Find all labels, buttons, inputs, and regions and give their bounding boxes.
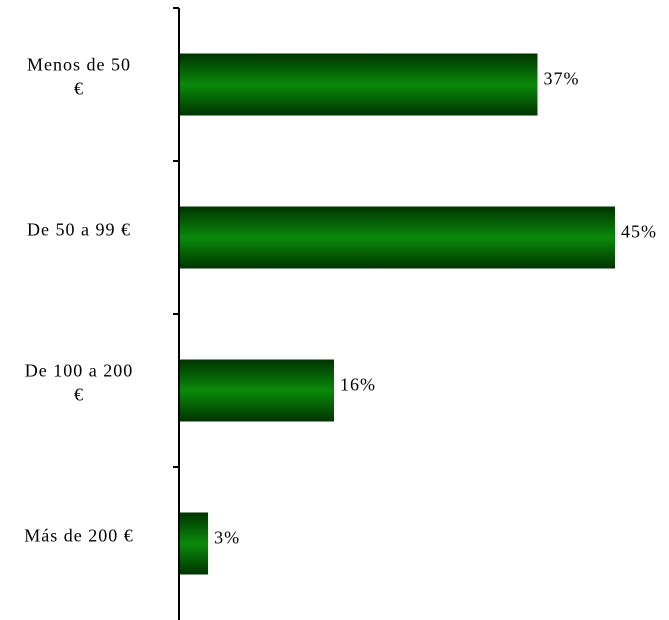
bar [179,512,209,575]
category-label: De 50 a 99 € [27,220,131,240]
data-label: 3% [214,528,240,548]
category-label: De 100 a 200 € [25,361,133,405]
data-label: 45% [621,222,657,242]
data-label: 37% [543,69,579,89]
data-label: 16% [340,375,376,395]
category-label: Más de 200 € [24,526,134,546]
category-label: Menos de 50 € [27,55,131,99]
bar [179,359,335,422]
bar [179,53,538,116]
bar [179,206,615,269]
